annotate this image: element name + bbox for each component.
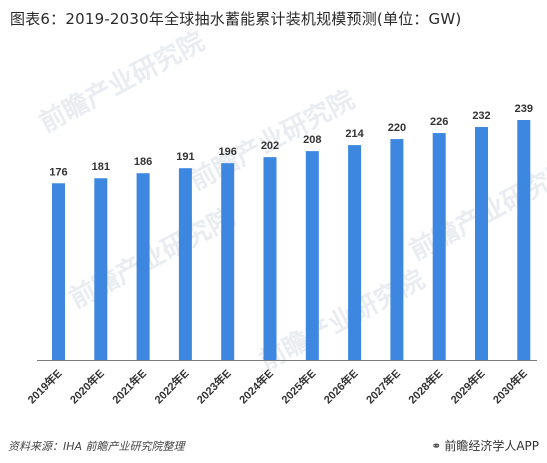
bar [52,183,65,360]
bar [432,133,446,360]
x-tick-label: 2027年E [363,366,403,406]
brand-label: ⚭ 前瞻经济学人APP [431,437,539,454]
data-label: 202 [261,140,279,152]
data-label: 208 [303,134,321,146]
source-note: 资料来源：IHA 前瞻产业研究院整理 [8,440,185,453]
bar [221,163,235,360]
data-label: 196 [219,146,237,158]
x-tick-label: 2025年E [278,366,318,406]
data-label: 239 [515,103,533,115]
wechat-icon: ⚭ [431,439,442,453]
data-label: 220 [388,122,406,134]
bar [390,139,404,360]
bar [94,178,108,360]
x-tick-label: 2021年E [109,366,149,406]
data-label: 176 [49,166,67,178]
x-tick-label: 2028年E [405,366,445,406]
x-tick-label: 2024年E [236,366,276,406]
bar [348,145,362,360]
x-tick-label: 2030年E [490,366,530,406]
data-label: 186 [134,156,152,168]
bar [475,127,488,360]
data-label: 191 [176,151,194,163]
bar [517,120,531,360]
x-tick-label: 2026年E [321,366,361,406]
bar [263,157,277,360]
data-label: 226 [430,116,448,128]
x-tick-label: 2029年E [447,366,487,406]
bar [136,173,150,360]
data-label: 232 [472,110,490,122]
x-tick-label: 2020年E [67,366,107,406]
data-label: 181 [92,161,110,173]
x-tick-label: 2023年E [194,366,234,406]
x-tick-label: 2022年E [151,366,191,406]
bar [178,168,192,360]
bar [305,151,319,360]
brand-text: 前瞻经济学人APP [444,439,539,453]
x-tick-label: 2019年E [24,366,64,406]
chart-title: 图表6：2019-2030年全球抽水蓄能累计装机规模预测(单位：GW) [10,10,462,28]
data-label: 214 [345,128,364,140]
